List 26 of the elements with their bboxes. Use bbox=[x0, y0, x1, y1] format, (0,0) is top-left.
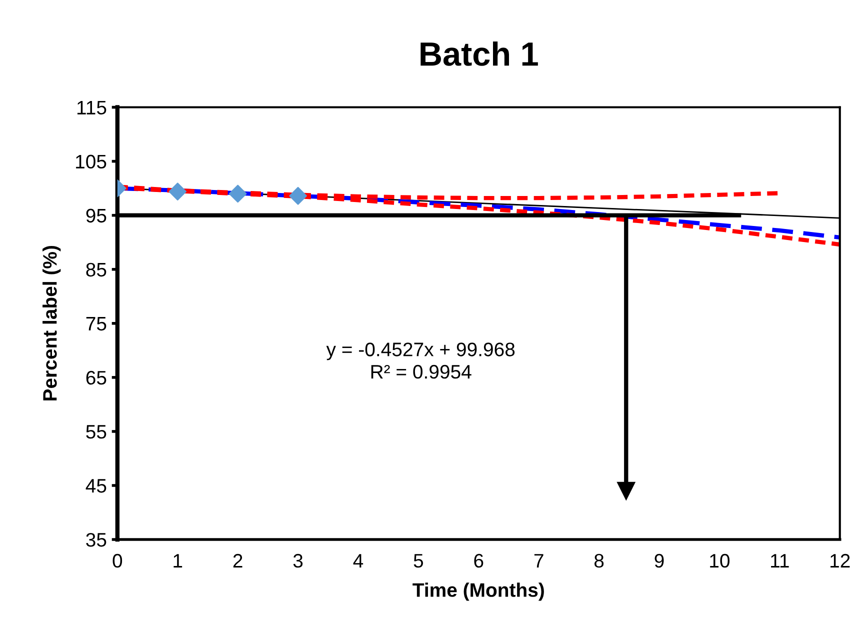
y-tick-label: 45 bbox=[86, 479, 106, 493]
x-tick-label: 11 bbox=[771, 554, 789, 568]
y-tick-label: 85 bbox=[86, 262, 106, 277]
y-tick-label: 75 bbox=[86, 317, 106, 331]
x-tick-label: 4 bbox=[353, 554, 364, 568]
x-tick-label: 2 bbox=[233, 554, 242, 568]
x-tick-label: 10 bbox=[710, 554, 730, 568]
x-axis-title: Time (Months) bbox=[412, 582, 544, 601]
y-tick-label: 35 bbox=[86, 532, 106, 547]
x-tick-label: 12 bbox=[830, 554, 850, 568]
annotation: y = -0.4527x + 99.968 R² = 0.9954 bbox=[326, 342, 515, 379]
x-tick-label: 5 bbox=[414, 554, 424, 568]
y-tick-label: 55 bbox=[86, 425, 106, 439]
y-tick-label: 95 bbox=[86, 208, 106, 223]
x-tick-label: 1 bbox=[174, 554, 182, 568]
y-axis-title: Percent label (%) bbox=[42, 246, 61, 400]
y-tick-label: 105 bbox=[76, 154, 106, 169]
x-tick-label: 3 bbox=[293, 554, 303, 568]
x-tick-label: 8 bbox=[594, 554, 604, 568]
chart-title: Batch 1 bbox=[420, 41, 538, 66]
x-tick-label: 0 bbox=[112, 554, 122, 568]
x-tick-label: 7 bbox=[534, 554, 544, 568]
y-tick-label: 115 bbox=[77, 100, 106, 115]
x-tick-label: 6 bbox=[474, 554, 484, 568]
x-tick-label: 9 bbox=[654, 554, 664, 568]
y-tick-label: 65 bbox=[86, 370, 106, 385]
